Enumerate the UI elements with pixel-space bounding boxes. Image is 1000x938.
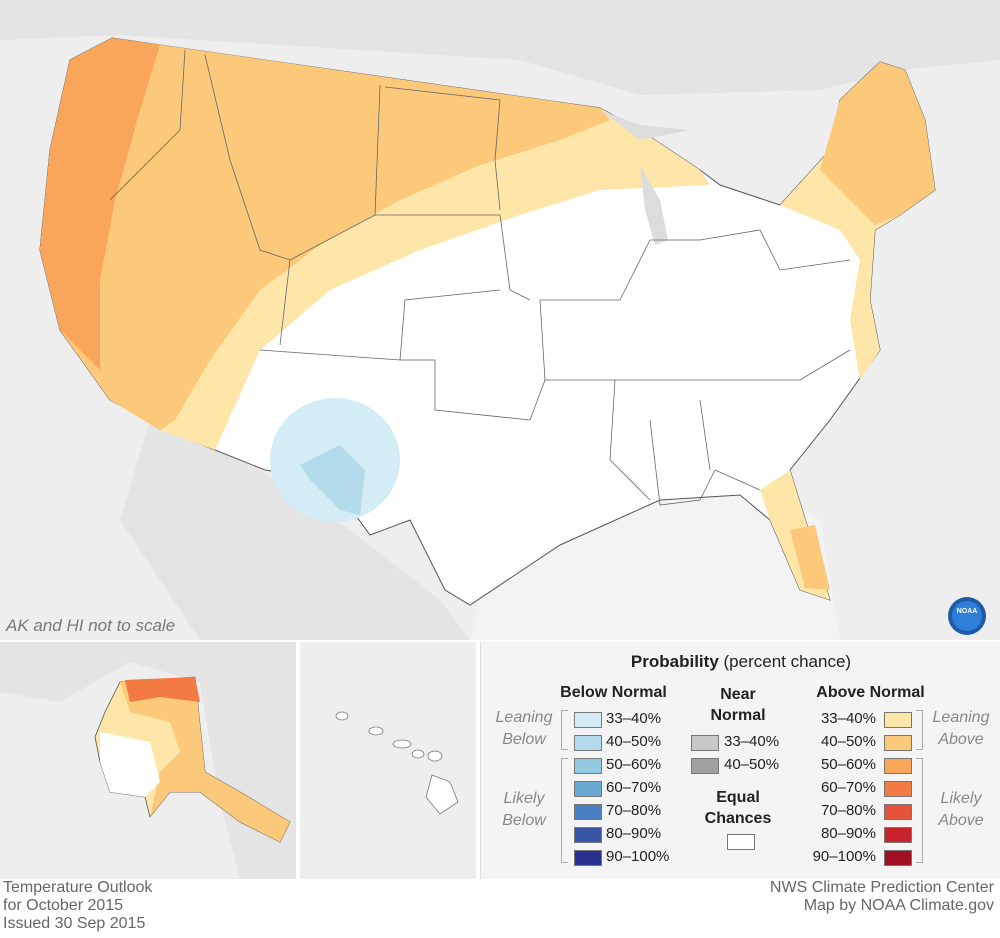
region-above-40-50-florida [790, 525, 830, 590]
credit-line2: Map by NOAA Climate.gov [803, 897, 994, 914]
hawaii-islands [335, 711, 459, 815]
lake-michigan [640, 165, 668, 245]
below-label-1: 40–50% [606, 733, 662, 750]
region-above-50-60-westcoast [40, 38, 160, 370]
below-label-5: 80–90% [606, 825, 662, 842]
credit-caption: NWS Climate Prediction Center Map by NOA… [770, 879, 994, 915]
below-leaning-bracket [561, 710, 568, 750]
above-normal-heading: Above Normal [816, 684, 925, 701]
above-label-1: 40–50% [820, 733, 876, 750]
state-lines [109, 49, 851, 506]
hawaii-inset [300, 642, 476, 879]
canada-land-ak [0, 642, 296, 879]
legend-title-rest: (percent chance) [718, 652, 852, 671]
alaska-graphic [0, 642, 296, 879]
region-below-40-50 [300, 445, 365, 515]
alaska-inset [0, 642, 296, 879]
above-swatch-0 [884, 712, 912, 728]
alaska-above-40-50 [120, 677, 290, 842]
above-label-2: 50–60% [820, 756, 876, 773]
alaska-above-60-70 [125, 677, 200, 702]
near-normal-heading: Near Normal [693, 684, 783, 726]
below-label-4: 70–80% [606, 802, 662, 819]
below-swatch-5 [574, 827, 602, 843]
near-label-0: 33–40% [724, 733, 780, 750]
legend-title-bold: Probability [630, 652, 719, 671]
below-label-3: 60–70% [606, 779, 662, 796]
above-swatch-6 [884, 850, 912, 866]
near-label-1: 40–50% [724, 756, 780, 773]
conus-map: AK and HI not to scale NOAA [0, 0, 1000, 640]
below-label-0: 33–40% [606, 710, 662, 727]
equal-chances-line2: Chances [704, 810, 772, 827]
leaning-above-label: Leaning Above [932, 709, 990, 748]
leaning-below-label: Leaning Below [495, 709, 553, 748]
not-to-scale-note: AK and HI not to scale [6, 616, 176, 635]
above-leaning-bracket [916, 710, 923, 750]
likely-above-label: Likely Above [938, 790, 984, 829]
legend-title: Probability (percent chance) [481, 652, 1000, 672]
above-label-0: 33–40% [820, 710, 876, 727]
below-swatch-2 [574, 758, 602, 774]
noaa-logo: NOAA [948, 597, 986, 635]
above-swatch-3 [884, 781, 912, 797]
near-swatch-0 [691, 735, 719, 751]
alaska-equal-chances [100, 732, 160, 797]
above-swatch-5 [884, 827, 912, 843]
lake-superior [600, 110, 690, 140]
credit-line1: NWS Climate Prediction Center [769, 879, 994, 896]
near-swatch-1 [691, 758, 719, 774]
mexico-land [120, 420, 470, 640]
equal-chances-heading: Equal Chances [693, 787, 783, 829]
hawaii-graphic [335, 711, 459, 815]
caption-line1: Temperature Outlook [3, 879, 153, 896]
canada-land [0, 0, 1000, 95]
below-label-2: 50–60% [606, 756, 662, 773]
likely-below-label: Likely Below [502, 790, 546, 829]
region-above-40-50-northeast [820, 62, 935, 225]
caption-line2: for October 2015 [3, 897, 124, 914]
equal-chances-line1: Equal [716, 789, 760, 806]
near-normal-line2: Normal [710, 707, 766, 724]
region-above-40-50-west [40, 38, 610, 430]
noaa-logo-text: NOAA [956, 608, 978, 615]
above-swatch-2 [884, 758, 912, 774]
above-label-4: 70–80% [820, 802, 876, 819]
below-likely-bracket [561, 758, 568, 863]
below-normal-heading: Below Normal [560, 684, 667, 701]
conus-map-graphic [0, 0, 1000, 640]
below-swatch-6 [574, 850, 602, 866]
below-swatch-1 [574, 735, 602, 751]
caption-line3: Issued 30 Sep 2015 [3, 915, 146, 932]
above-label-3: 60–70% [820, 779, 876, 796]
above-swatch-1 [884, 735, 912, 751]
below-swatch-4 [574, 804, 602, 820]
above-swatch-4 [884, 804, 912, 820]
above-label-6: 90–100% [812, 848, 876, 865]
probability-legend: Probability (percent chance) Below Norma… [480, 642, 1000, 879]
above-label-5: 80–90% [820, 825, 876, 842]
equal-chances-swatch [727, 834, 755, 850]
below-swatch-3 [574, 781, 602, 797]
below-label-6: 90–100% [606, 848, 670, 865]
gulf-water [470, 480, 840, 640]
above-likely-bracket [916, 758, 923, 863]
near-normal-line1: Near [720, 686, 756, 703]
outlook-caption: Temperature Outlook for October 2015 Iss… [3, 879, 152, 933]
below-swatch-0 [574, 712, 602, 728]
